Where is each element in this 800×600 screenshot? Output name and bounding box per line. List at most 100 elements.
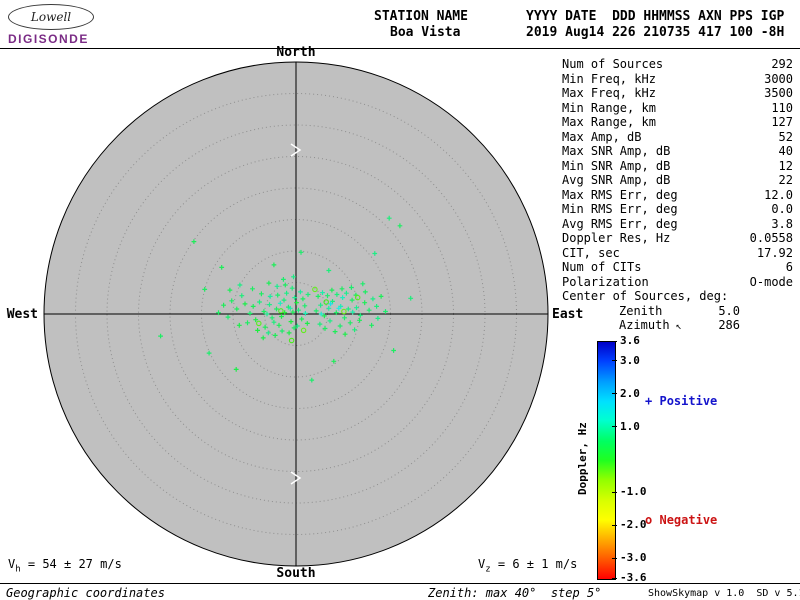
stat-row: CIT, sec 17.92 (562, 246, 793, 261)
source-point-positive (300, 296, 306, 302)
source-point-positive (357, 312, 363, 318)
source-point-positive (304, 321, 310, 326)
station-name-value: Boa Vista (390, 25, 461, 40)
stat-row: Min Freq, kHz 3000 (562, 72, 793, 87)
stat-row: Avg SNR Amp, dB 22 (562, 173, 793, 188)
source-point-positive (386, 215, 392, 221)
azimuth-direction-icon: ↖ (669, 321, 682, 332)
source-point-positive (274, 306, 279, 312)
stat-value: 5.0 (718, 303, 740, 318)
source-point-positive (271, 319, 277, 325)
source-point-positive (336, 305, 342, 311)
source-point-positive (281, 297, 287, 303)
source-point-negative (341, 308, 347, 315)
stat-value: 0.0558 (749, 231, 793, 245)
source-point-positive (350, 309, 356, 315)
source-point-positive (325, 293, 330, 299)
colorbar-tick-mark (612, 557, 617, 559)
source-point-positive (290, 309, 296, 315)
logo-oval: Lowell (8, 4, 94, 30)
source-point-positive (352, 327, 357, 333)
source-point-positive (260, 335, 266, 341)
source-point-positive (317, 321, 323, 327)
source-point-positive (257, 299, 262, 305)
source-point-positive (271, 262, 277, 268)
source-point-positive (383, 309, 388, 314)
colorbar-tick-label: 3.6 (620, 334, 640, 347)
colorbar-tick-mark (612, 340, 617, 342)
stat-row: Max RMS Err, deg 12.0 (562, 188, 793, 203)
source-point-positive (259, 291, 264, 297)
statistics-panel: Num of Sources 292 Min Freq, kHz 3000 Max Fr… (562, 57, 793, 335)
vertical-velocity-readout: Vz = 6 ± 1 m/s (478, 557, 578, 575)
source-point-positive (237, 282, 243, 288)
colorbar-tick-label: -1.0 (620, 485, 647, 499)
source-point-positive (275, 292, 281, 298)
source-point-positive (276, 322, 282, 328)
source-point-negative (323, 299, 329, 305)
source-point-positive (282, 310, 288, 316)
colorbar-tick-label: -3.6 (620, 571, 647, 584)
stat-value: 292 (771, 57, 793, 71)
source-point-positive (362, 300, 368, 306)
source-point-positive (305, 292, 311, 297)
source-point-positive (262, 324, 268, 330)
source-point-positive (320, 290, 325, 295)
stat-label: Azimuth ↖ (619, 318, 682, 332)
negative-legend: o Negative (645, 513, 717, 527)
stat-row: Min SNR Amp, dB 12 (562, 159, 793, 174)
source-point-positive (366, 307, 372, 313)
source-point-positive (239, 293, 245, 299)
source-point-positive (298, 289, 303, 295)
stat-row: Min Range, km 110 (562, 101, 793, 116)
stat-label: Avg RMS Err, deg (562, 216, 678, 231)
stat-row: Avg RMS Err, deg 3.8 (562, 217, 793, 232)
stat-row: Min RMS Err, deg 0.0 (562, 202, 793, 217)
source-point-positive (347, 320, 353, 326)
stat-row: Max Amp, dB 52 (562, 130, 793, 145)
source-point-positive (322, 313, 327, 319)
stat-row: Center of Sources, deg: (562, 289, 793, 304)
compass-west-label: West (6, 307, 38, 322)
source-point-positive (250, 304, 256, 309)
stat-label: Max SNR Amp, dB (562, 144, 671, 158)
stat-label: Center of Sources, deg: (562, 289, 729, 303)
stat-label: Min Range, km (562, 100, 656, 115)
source-point-positive (326, 268, 332, 273)
source-point-positive (318, 311, 324, 317)
footer-divider (0, 583, 800, 584)
stat-value: O-mode (749, 274, 793, 289)
colorbar-axis-label: Doppler, Hz (576, 422, 589, 496)
source-point-negative (278, 308, 284, 314)
source-point-positive (279, 328, 285, 334)
source-point-positive (279, 314, 284, 319)
colorbar-tick-mark (612, 426, 617, 428)
source-point-positive (287, 305, 293, 311)
stat-value: 22 (778, 173, 793, 187)
stat-row: Num of CITs 6 (562, 260, 793, 275)
source-point-positive (391, 348, 396, 353)
source-point-positive (370, 296, 376, 302)
source-point-positive (242, 301, 248, 307)
source-point-positive (294, 300, 299, 306)
stat-label: Polarization (562, 274, 649, 289)
stat-row: Max Freq, kHz 3500 (562, 86, 793, 101)
source-point-positive (330, 299, 335, 304)
source-point-positive (272, 333, 278, 338)
source-point-positive (327, 318, 333, 324)
source-point-positive (236, 322, 242, 328)
horizontal-velocity-readout: Vh = 54 ± 27 m/s (8, 557, 122, 575)
source-point-positive (225, 314, 231, 320)
stat-label: Max RMS Err, deg (562, 187, 678, 202)
stat-value: 6 (785, 260, 793, 274)
source-point-positive (340, 295, 345, 300)
source-point-positive (362, 289, 368, 295)
source-point-positive (219, 265, 225, 270)
source-point-positive (303, 311, 308, 316)
station-name-label: STATION NAME (374, 9, 468, 24)
colorbar-tick-mark (612, 491, 617, 493)
stat-row: Polarization O-mode (562, 275, 793, 290)
circle-marker-icon: o (645, 513, 653, 527)
stat-label: Doppler Res, Hz (562, 231, 671, 245)
stat-label: Min SNR Amp, dB (562, 158, 671, 173)
